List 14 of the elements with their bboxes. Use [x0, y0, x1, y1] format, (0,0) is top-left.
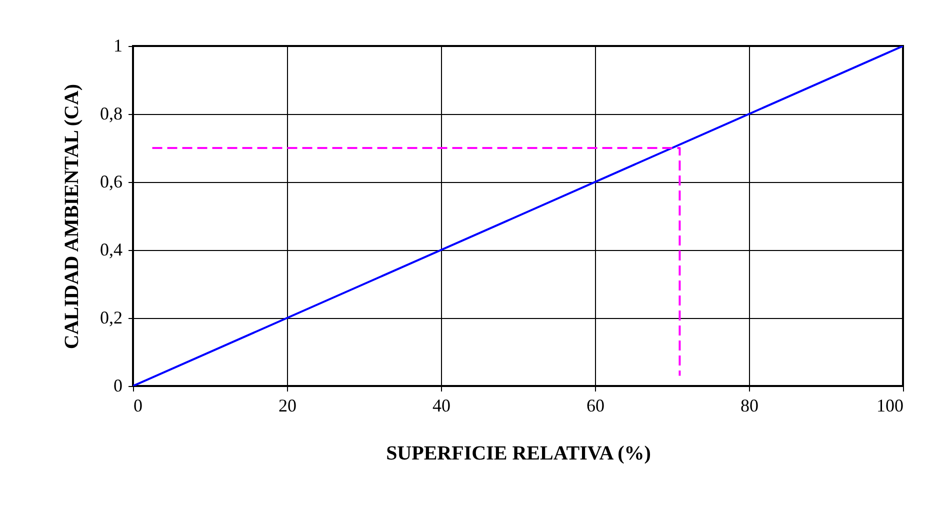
y-tick-label: 0,2 — [100, 308, 122, 328]
y-tick-label: 0,4 — [100, 240, 122, 260]
y-tick-label: 0,8 — [100, 104, 122, 124]
y-tick-label: 0 — [114, 376, 122, 396]
x-tick-label: 80 — [740, 396, 758, 416]
x-tick-label: 100 — [876, 396, 904, 416]
x-axis-title: SUPERFICIE RELATIVA (%) — [386, 442, 651, 464]
x-tick-label: 40 — [432, 396, 450, 416]
x-tick-label: 60 — [586, 396, 604, 416]
y-tick-label: 1 — [114, 36, 122, 56]
y-tick-label: 0,6 — [100, 172, 122, 192]
x-tick-label: 20 — [278, 396, 296, 416]
x-tick-label: 0 — [134, 396, 142, 416]
y-axis-title: CALIDAD AMBIENTAL (CA) — [61, 84, 83, 350]
